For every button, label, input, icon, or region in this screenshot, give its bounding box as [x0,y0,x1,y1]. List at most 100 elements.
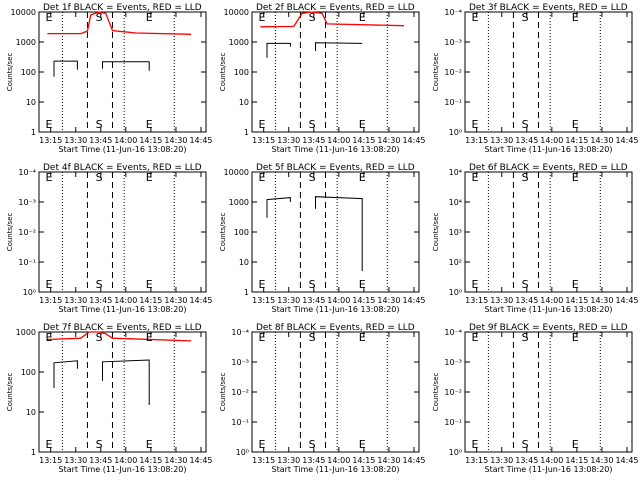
x-tick-label: 13:45 [89,296,112,305]
marker-s-bottom: S [522,118,529,131]
y-tick-label: 10² [449,258,462,267]
marker-e-top: E [259,11,266,24]
panel-title: Det 2f BLACK = Events, RED = LLD [256,3,415,13]
x-axis-label: Start Time (11-Jun-16 13:08:20) [272,145,400,154]
marker-e-bottom: E [259,278,266,291]
x-axis-label: Start Time (11-Jun-16 13:08:20) [485,305,613,314]
y-tick-label: 10⁰ [449,128,462,137]
x-tick-label: 13:30 [64,136,87,145]
lld-series-line [47,331,192,342]
marker-e-top: E [572,171,579,184]
panel-5: Det 5f BLACK = Events, RED = LLD 1 10 100 10… [219,163,426,314]
x-tick-label: 13:30 [277,136,300,145]
y-tick-label: 1000 [229,38,249,47]
x-tick-label: 14:00 [114,296,137,305]
x-tick-label: 13:45 [515,456,538,465]
x-tick-label: 14:00 [327,456,350,465]
marker-e-bottom: E [146,118,153,131]
x-tick-label: 14:15 [565,456,588,465]
y-axis-label: Counts/sec [219,53,227,92]
y-tick-label: 10⁻² [444,68,462,77]
y-tick-label: 100 [21,68,36,77]
x-tick-label: 13:45 [89,456,112,465]
panel-title: Det 8f BLACK = Events, RED = LLD [256,323,415,333]
marker-e-bottom: E [472,118,479,131]
marker-e-top: E [472,331,479,344]
y-axis-label: Counts/sec [432,213,440,252]
marker-e-bottom: E [572,278,579,291]
x-tick-label: 13:15 [252,296,275,305]
x-tick-label: 13:30 [490,136,513,145]
y-tick-label: 1 [31,128,36,137]
x-tick-label: 14:00 [540,136,563,145]
marker-s-bottom: S [522,438,529,451]
panel-title: Det 5f BLACK = Events, RED = LLD [256,163,415,173]
x-tick-label: 14:30 [377,296,400,305]
marker-e-top: E [359,11,366,24]
y-tick-label: 10⁻¹ [444,418,462,427]
panel-9: Det 9f BLACK = Events, RED = LLD 10⁰ 10⁻¹ 1… [432,323,639,474]
marker-e-bottom: E [572,438,579,451]
y-tick-label: 10⁻³ [444,38,462,47]
x-tick-label: 13:15 [465,456,488,465]
y-tick-label: 10⁻² [444,388,462,397]
marker-e-top: E [572,11,579,24]
plot-frame [251,11,420,133]
x-tick-label: 14:45 [402,136,425,145]
x-tick-label: 14:45 [615,136,638,145]
x-tick-label: 14:45 [189,456,212,465]
events-series-line [315,196,363,271]
y-tick-label: 10⁻¹ [18,258,36,267]
y-tick-label: 10 [26,408,36,417]
x-tick-label: 14:15 [139,456,162,465]
y-axis-label: Counts/sec [219,213,227,252]
y-axis-label: Counts/sec [6,373,14,412]
y-tick-label: 1 [31,448,36,457]
x-tick-label: 13:45 [89,136,112,145]
y-tick-label: 10 [26,98,36,107]
x-tick-label: 14:15 [352,296,375,305]
y-tick-label: 10⁴ [449,198,462,207]
plot-frame [38,331,207,453]
plot-frame [38,11,207,133]
y-tick-label: 10⁻³ [18,198,36,207]
x-tick-label: 13:15 [465,136,488,145]
y-tick-label: 1000 [16,38,36,47]
marker-s-top: S [96,171,103,184]
x-axis-label: Start Time (11-Jun-16 13:08:20) [272,305,400,314]
plot-frame [464,171,633,293]
x-tick-label: 13:30 [490,296,513,305]
marker-e-top: E [259,171,266,184]
x-tick-label: 14:00 [114,136,137,145]
events-series-line [102,61,150,71]
marker-e-bottom: E [46,278,53,291]
x-tick-label: 14:15 [352,456,375,465]
x-tick-label: 14:30 [377,456,400,465]
panel-7: Det 7f BLACK = Events, RED = LLD 1 10 100 10… [6,323,213,474]
panel-1: Det 1f BLACK = Events, RED = LLD 1 10 100 10… [6,3,213,154]
marker-e-top: E [472,11,479,24]
marker-s-bottom: S [96,438,103,451]
y-tick-label: 10 [239,98,249,107]
marker-s-bottom: S [96,278,103,291]
marker-e-bottom: E [46,438,53,451]
x-axis-label: Start Time (11-Jun-16 13:08:20) [59,145,187,154]
y-tick-label: 10 [239,258,249,267]
marker-e-bottom: E [359,438,366,451]
marker-e-bottom: E [146,278,153,291]
y-tick-label: 10⁻¹ [444,98,462,107]
y-tick-label: 100 [234,68,249,77]
x-tick-label: 14:45 [189,296,212,305]
x-tick-label: 13:45 [302,456,325,465]
x-tick-label: 14:15 [565,136,588,145]
marker-s-top: S [522,331,529,344]
x-tick-label: 14:45 [402,456,425,465]
y-tick-label: 10⁻³ [444,358,462,367]
x-tick-label: 14:15 [352,136,375,145]
x-tick-label: 13:15 [39,296,62,305]
panel-4: Det 4f BLACK = Events, RED = LLD 10⁰ 10⁻¹ 1… [6,163,213,314]
x-tick-label: 13:30 [490,456,513,465]
marker-s-top: S [309,331,316,344]
marker-e-top: E [46,331,53,344]
